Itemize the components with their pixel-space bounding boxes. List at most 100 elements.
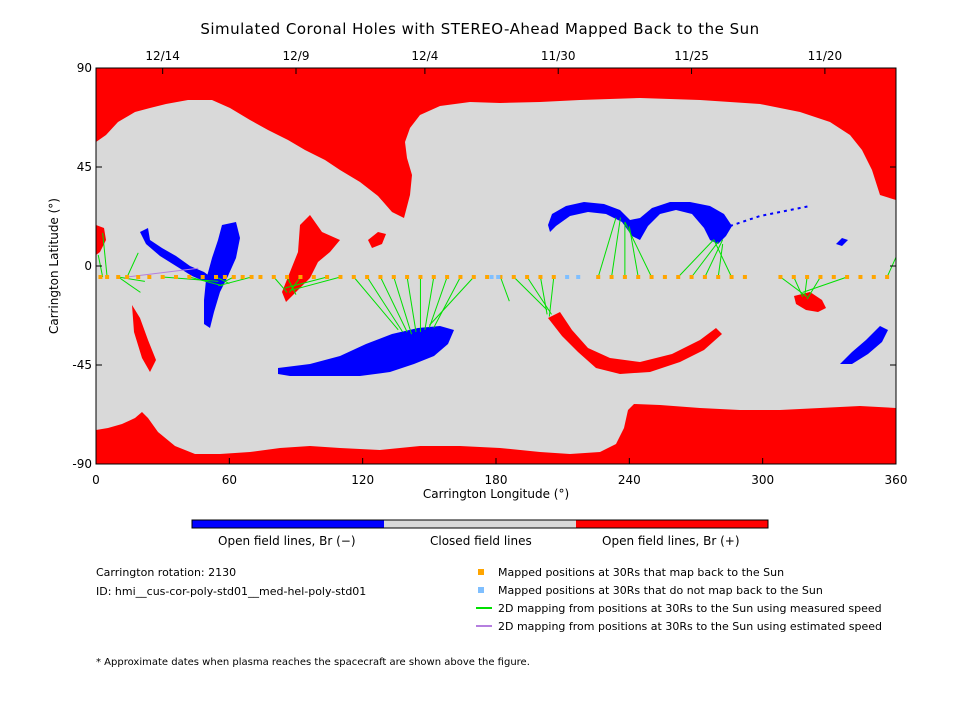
measured-speed-link [802,276,848,293]
negative-hole-5 [840,326,888,364]
measured-speed-link [713,239,733,278]
y-axis-label: Carrington Latitude (°) [47,198,61,334]
mapped-point [702,275,707,279]
positive-patch-2 [368,232,386,248]
measured-speed-link [704,239,724,278]
mapped-point [831,275,836,279]
mapped-point [187,275,192,279]
measured-speed-link [611,217,621,278]
mapped-point [285,275,290,279]
colorbar-negative [192,520,384,528]
measured-speed-link [189,276,223,287]
mapped-point [609,275,614,279]
legend-estimated-label: 2D mapping from positions at 30Rs to the… [498,620,883,633]
x-tick-label: 120 [351,473,374,487]
measured-speed-link [691,241,719,278]
north-polar-positive-region [96,68,896,218]
measured-speed-link [793,276,804,298]
measured-speed-link [406,276,417,333]
mapped-point [742,275,747,279]
y-tick-label: 90 [77,61,92,75]
mapped-point [498,275,503,279]
positive-patch-6 [794,292,826,312]
mapped-point [885,275,890,279]
model-id: ID: hmi__cus-cor-poly-std01__med-hel-pol… [96,585,367,598]
mapped-point [871,275,876,279]
mapped-point [622,275,627,279]
date-tick-label: 12/9 [283,49,310,63]
mapped-point [147,275,152,279]
y-tick-label: -90 [72,457,92,471]
measured-speed-link [102,232,108,278]
measured-speed-link [424,276,435,330]
mapped-point [689,275,694,279]
x-tick-label: 0 [92,473,100,487]
mapped-point [391,275,396,279]
measured-speed-link [717,243,724,278]
legend-measured-label: 2D mapping from positions at 30Rs to the… [498,602,882,615]
mapped-point [431,275,436,279]
mapped-point [845,275,850,279]
positive-patch-1 [282,215,340,302]
line-purple-icon [476,625,492,627]
square-orange-icon [478,569,484,575]
measured-speed-link [126,252,139,278]
measured-speed-link [284,276,328,289]
mapped-point [271,275,276,279]
mapped-point [418,275,423,279]
mapped-point [716,275,721,279]
mapped-point [471,275,476,279]
mapped-point [298,275,303,279]
mapped-point [445,275,450,279]
colorbar-positive [576,520,768,528]
mapping-links [97,217,896,335]
mapped-point [258,275,263,279]
measured-speed-link [677,239,715,278]
date-tick-label: 11/20 [808,49,843,63]
mapped-point [311,275,316,279]
mapped-point [116,275,121,279]
measured-speed-link [780,276,808,298]
mapped-point [174,275,178,279]
mapped-point [511,275,516,279]
measured-speed-link [366,276,404,333]
square-lightblue-icon [478,587,484,593]
colorbar [191,519,769,529]
measured-speed-link [428,276,475,326]
measured-speed-link [548,276,555,317]
axes: 0 60 120 180 240 300 360 90 45 0 -45 -90 12/14 12/9 12… [72,49,907,487]
not-mapped-point [489,275,494,279]
mapped-point [458,275,463,279]
mapped-points [98,275,890,279]
south-polar-positive-region [96,404,896,464]
mapped-point [858,275,863,279]
positive-patch-3 [96,225,106,255]
measured-speed-link [526,276,552,315]
colorbar-frame [191,519,769,529]
mapped-point [778,275,783,279]
negative-hole-4 [548,202,732,244]
measured-speed-link [624,221,653,278]
measured-speed-link [428,276,448,328]
measured-speed-link [218,276,252,287]
field-regions [96,68,896,464]
mapped-point [649,275,654,279]
measured-speed-link [353,276,399,331]
date-tick-label: 11/25 [674,49,709,63]
legend-mapped-label: Mapped positions at 30Rs that map back t… [498,566,785,579]
measured-speed-link [539,276,548,315]
x-tick-label: 300 [751,473,774,487]
measured-speed-link [393,276,413,335]
legend-not-mapped-label: Mapped positions at 30Rs that do not map… [498,584,823,597]
x-tick-label: 60 [222,473,237,487]
x-tick-label: 240 [618,473,641,487]
chart-title: Simulated Coronal Holes with STEREO-Ahea… [200,20,760,38]
mapped-point [818,275,823,279]
measured-speed-link [291,276,341,291]
mapped-point [98,275,103,279]
negative-tail [729,205,811,227]
measured-speed-link [499,276,510,302]
measured-speed-link [597,217,617,278]
mapped-point [791,275,796,279]
